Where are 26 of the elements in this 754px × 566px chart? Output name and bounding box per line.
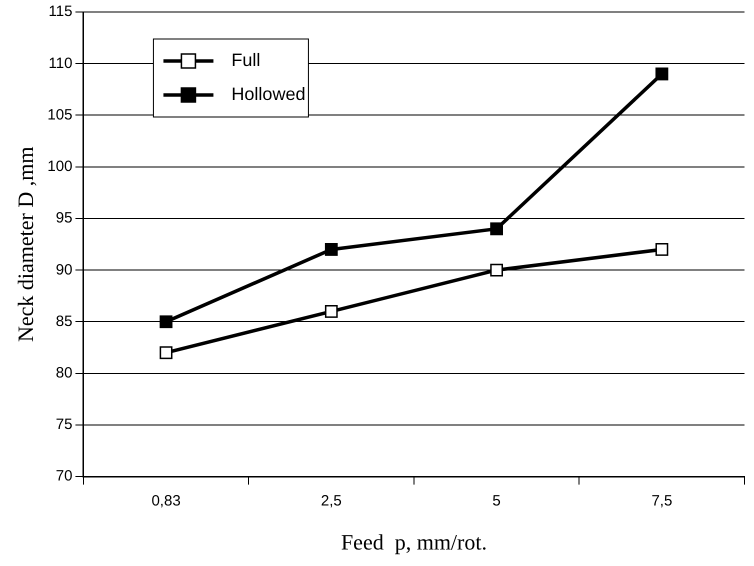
y-tick-label: 80: [56, 364, 72, 382]
x-axis-title: Feed p, mm/rot.: [340, 530, 487, 555]
y-tick-label: 90: [56, 261, 72, 278]
point: [324, 305, 338, 318]
y-tick-label: 75: [56, 416, 72, 434]
y-tick-label: 105: [47, 106, 72, 124]
x-tick-label: 5: [492, 492, 501, 510]
x-tick-label: 0,83: [151, 492, 181, 510]
x-tick-label: 7,5: [651, 492, 672, 510]
y-tick-label: 95: [56, 210, 72, 227]
point: [655, 243, 668, 256]
y-axis-title: Neck diameter D ,mm: [12, 146, 38, 342]
y-tick-label: 85: [56, 312, 72, 330]
y-tick-label: 100: [47, 158, 72, 176]
y-tick-label: 70: [56, 468, 72, 485]
point: [160, 315, 172, 328]
y-tick-label: 115: [48, 3, 72, 20]
x-tick-label: 2,5: [320, 492, 342, 510]
y-tick-label: 110: [48, 54, 72, 72]
legend-label: Full: [231, 50, 260, 70]
point: [490, 222, 504, 236]
point: [655, 68, 668, 80]
point: [160, 346, 172, 360]
point: [324, 243, 338, 256]
legend-label: Hollowed: [231, 84, 306, 104]
point: [490, 264, 504, 277]
